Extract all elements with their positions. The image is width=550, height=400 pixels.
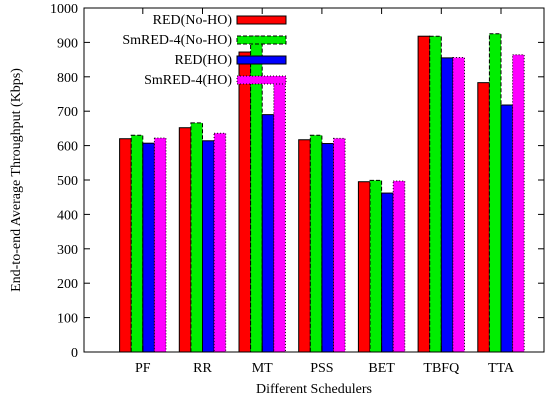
x-tick-label: BET (368, 361, 395, 376)
y-tick-label: 100 (57, 312, 78, 327)
bar (429, 35, 442, 353)
x-tick-label: MT (252, 361, 273, 376)
legend-label: RED(No-HO) (153, 13, 233, 28)
y-tick-label: 400 (57, 208, 78, 223)
legend-label: RED(HO) (174, 53, 232, 68)
x-axis-label: Different Schedulers (256, 382, 372, 397)
bar (142, 142, 155, 353)
x-tick-label: TTA (488, 361, 515, 376)
bar (119, 138, 132, 353)
bar (381, 192, 394, 353)
bar (512, 54, 525, 353)
x-tick-label: PF (135, 361, 151, 376)
y-tick-label: 600 (57, 140, 78, 155)
y-tick-label: 700 (57, 105, 78, 120)
y-tick-label: 500 (57, 174, 78, 189)
bar (333, 137, 346, 353)
legend-swatch (236, 15, 287, 25)
y-tick-label: 800 (57, 71, 78, 86)
legend-swatch (236, 75, 287, 85)
legend-label: SmRED-4(HO) (144, 73, 232, 88)
bar (130, 134, 144, 353)
legend-label: SmRED-4(No-HO) (122, 33, 232, 48)
bar (202, 140, 215, 353)
legend-swatch (236, 35, 287, 45)
bar (190, 122, 203, 353)
legend: RED(No-HO) SmRED-4(No-HO) RED(HO) SmRED-4(H… (122, 13, 287, 88)
bar (440, 57, 454, 353)
bar (369, 179, 383, 353)
x-axis-ticks: PF RR MT PSS BET TBFQ TTA (135, 8, 515, 376)
bar (392, 180, 406, 353)
bar (417, 35, 431, 353)
bar (261, 114, 275, 353)
y-axis-label: End-to-end Average Throughput (Kbps) (9, 68, 24, 292)
bar (153, 137, 167, 353)
bar (500, 104, 514, 353)
bar (309, 134, 323, 353)
x-tick-label: RR (193, 361, 212, 376)
bar (488, 33, 502, 353)
y-axis-ticks: 0 100 200 300 400 500 600 700 800 900 1000 (50, 2, 544, 361)
y-tick-label: 1000 (50, 2, 78, 17)
y-tick-label: 900 (57, 36, 78, 51)
bar (273, 82, 286, 353)
y-tick-label: 200 (57, 277, 78, 292)
bar (452, 57, 465, 353)
legend-swatch (236, 55, 287, 65)
bar (357, 181, 371, 353)
bar (298, 139, 311, 353)
bar (178, 127, 192, 353)
bar (477, 82, 490, 353)
x-tick-label: PSS (310, 361, 333, 376)
x-tick-label: TBFQ (423, 361, 459, 376)
y-tick-label: 0 (71, 346, 78, 361)
y-tick-label: 300 (57, 243, 78, 258)
bar (238, 51, 252, 353)
bar (213, 132, 227, 353)
bar (321, 143, 334, 353)
